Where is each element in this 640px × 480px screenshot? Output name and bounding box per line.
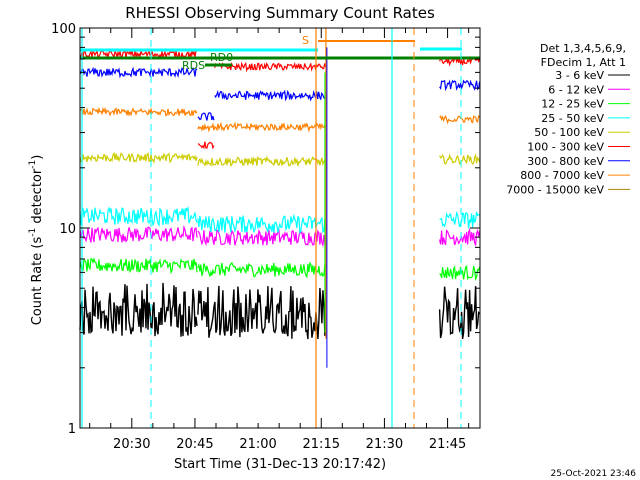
series-segment bbox=[197, 261, 327, 279]
x-tick-label: 21:30 bbox=[366, 437, 403, 452]
legend: Det 1,3,4,5,6,9, FDecim 1, Att 1 3 - 6 k… bbox=[506, 42, 630, 196]
series-segment bbox=[79, 151, 198, 164]
series-segment bbox=[438, 286, 481, 340]
series-segment bbox=[439, 79, 481, 92]
annotation-rd0: RD0 bbox=[210, 51, 233, 64]
x-tick-label: 20:45 bbox=[176, 437, 213, 452]
y-axis-label: Count Rate (s-1 detector-1) bbox=[28, 155, 45, 326]
series-segment bbox=[214, 89, 328, 102]
series-100-300-kev bbox=[79, 48, 481, 150]
legend-label: 300 - 800 keV bbox=[527, 155, 604, 168]
y-tick-label: 100 bbox=[51, 22, 76, 37]
chart-title: RHESSI Observing Summary Count Rates bbox=[125, 4, 435, 22]
series-segment bbox=[197, 121, 327, 133]
legend-label: 25 - 50 keV bbox=[541, 112, 604, 125]
series-segment bbox=[79, 205, 198, 228]
series-segment bbox=[439, 265, 481, 282]
x-tick-label: 21:45 bbox=[429, 437, 466, 452]
series-segment bbox=[197, 112, 215, 121]
series-segment bbox=[439, 211, 480, 229]
axes-layer: 1 10 100 20:30 20:45 21:00 21:15 21:30 21:45 bbox=[51, 22, 481, 452]
annotation-rds: RDS bbox=[182, 59, 205, 72]
series-segment bbox=[197, 285, 327, 340]
series-segment bbox=[439, 153, 481, 165]
series-25-50-kev bbox=[79, 205, 480, 235]
legend-title-line-2: FDecim 1, Att 1 bbox=[541, 56, 626, 69]
series-segment bbox=[197, 141, 215, 150]
series-segment bbox=[79, 257, 198, 275]
annotation-s: S bbox=[302, 34, 309, 47]
x-tick-label: 21:00 bbox=[239, 437, 276, 452]
series-segment bbox=[197, 228, 327, 248]
legend-label: 12 - 25 keV bbox=[541, 98, 604, 111]
series-segment bbox=[79, 282, 198, 337]
x-tick-label: 21:15 bbox=[303, 437, 340, 452]
y-tick-label: 1 bbox=[68, 422, 76, 437]
legend-label: 100 - 300 keV bbox=[527, 141, 604, 154]
series-12-25-kev bbox=[79, 257, 481, 282]
legend-label: 7000 - 15000 keV bbox=[506, 183, 604, 196]
legend-label: 50 - 100 keV bbox=[534, 126, 604, 139]
legend-label: 3 - 6 keV bbox=[555, 69, 604, 82]
data-layer bbox=[79, 28, 481, 368]
generation-timestamp: 25-Oct-2021 23:46 bbox=[551, 469, 637, 479]
series-6-12-kev bbox=[79, 225, 481, 248]
series-segment bbox=[197, 155, 327, 167]
legend-title-line-1: Det 1,3,4,5,6,9, bbox=[540, 42, 626, 55]
legend-label: 6 - 12 keV bbox=[548, 83, 604, 96]
series-segment bbox=[439, 114, 480, 125]
series-segment bbox=[197, 213, 327, 235]
series-300-800-kev bbox=[79, 66, 481, 121]
series-800-7000-kev bbox=[79, 106, 480, 133]
series-segment bbox=[79, 106, 198, 117]
x-axis-label: Start Time (31-Dec-13 20:17:42) bbox=[174, 457, 386, 472]
y-tick-label: 10 bbox=[59, 222, 76, 237]
plot-frame bbox=[79, 27, 481, 429]
series-50-100-kev bbox=[79, 151, 481, 167]
series-segment bbox=[439, 227, 481, 247]
series-segment bbox=[79, 225, 198, 243]
x-tick-label: 20:30 bbox=[113, 437, 150, 452]
series-segment bbox=[79, 66, 198, 79]
series-3-6-kev bbox=[79, 282, 481, 340]
overlay-layer: RDS RD0 S bbox=[80, 28, 480, 428]
legend-label: 800 - 7000 keV bbox=[520, 169, 604, 182]
series-segment bbox=[214, 61, 328, 73]
